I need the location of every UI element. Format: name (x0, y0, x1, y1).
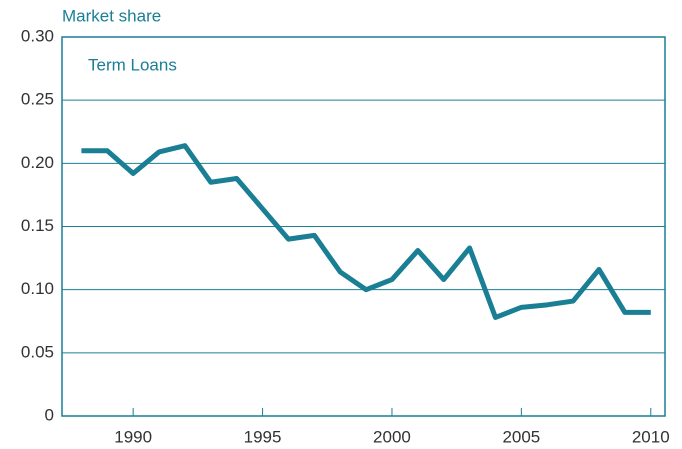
y-axis-label: Market share (62, 6, 161, 25)
y-tick-label: 0 (45, 405, 54, 424)
plot-frame (61, 36, 666, 417)
y-tick-label: 0.10 (21, 279, 54, 298)
y-tick-label: 0.25 (21, 90, 54, 109)
x-tick-label: 2005 (502, 427, 540, 446)
annotation: Term Loans (88, 55, 177, 74)
x-tick-label: 1990 (114, 427, 152, 446)
y-tick-label: 0.30 (21, 26, 54, 45)
y-tick-label: 0.20 (21, 153, 54, 172)
y-tick-label: 0.15 (21, 216, 54, 235)
x-tick-label: 2010 (632, 427, 670, 446)
y-tick-label: 0.05 (21, 342, 54, 361)
x-tick-label: 2000 (373, 427, 411, 446)
x-tick-label: 1995 (244, 427, 282, 446)
line (81, 143, 651, 320)
